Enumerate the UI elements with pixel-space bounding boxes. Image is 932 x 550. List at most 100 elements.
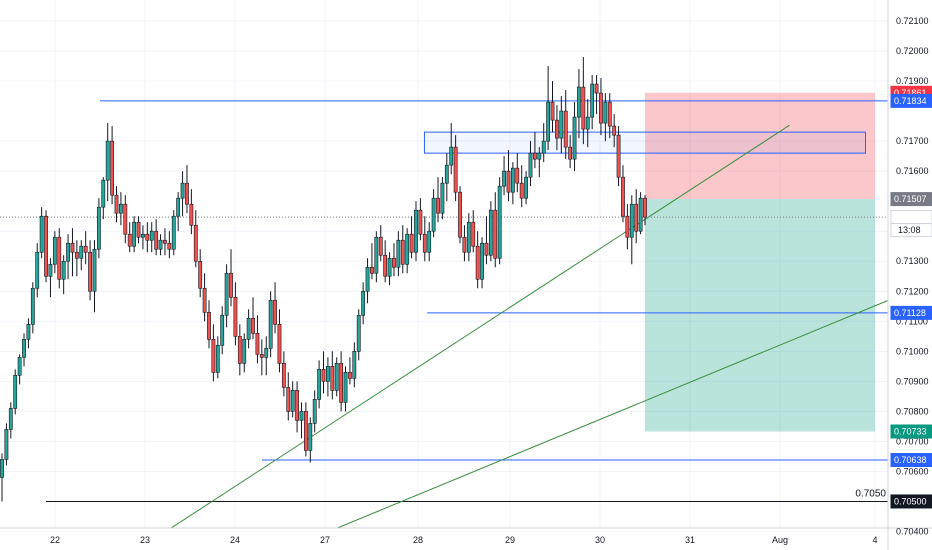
x-tick-label: 23	[140, 535, 150, 545]
plot-area	[0, 57, 888, 528]
candle-body	[326, 366, 330, 382]
candle-body	[488, 209, 493, 256]
candle-body	[497, 185, 502, 259]
candle-body	[57, 236, 62, 280]
candle-body	[607, 101, 612, 127]
candle-body	[634, 203, 639, 232]
candle-body	[550, 101, 555, 121]
candle-body	[198, 260, 203, 289]
candle-body	[532, 152, 537, 160]
candle-body	[299, 411, 304, 421]
candle-body	[264, 348, 269, 358]
candle-body	[638, 197, 643, 232]
y-tick-label: 0.71900	[896, 76, 929, 86]
candle-body	[387, 257, 392, 277]
take-profit-zone	[645, 199, 875, 432]
candle-body	[603, 101, 608, 124]
x-tick-label: 27	[320, 535, 330, 545]
x-tick-label: 28	[413, 535, 423, 545]
candle-body	[625, 215, 630, 238]
candle-body	[229, 272, 233, 298]
candle-body	[211, 339, 216, 373]
candle-body	[189, 203, 194, 226]
price-badge	[890, 453, 932, 468]
candle-body	[4, 429, 9, 460]
candle-body	[612, 125, 617, 136]
candle-body	[524, 176, 528, 199]
candle-body	[480, 242, 484, 280]
candle-body	[8, 408, 13, 430]
x-tick-label: 31	[685, 535, 695, 545]
candle-body	[48, 263, 53, 277]
candle-body	[383, 254, 388, 277]
candle-body	[145, 233, 150, 241]
x-tick-label: 24	[230, 535, 240, 545]
candle-body	[462, 236, 467, 253]
candle-body	[35, 251, 40, 289]
candle-body	[110, 140, 115, 196]
candle-body	[193, 224, 198, 262]
candle-body	[0, 459, 4, 478]
trend-line	[170, 124, 790, 528]
candle-body	[528, 152, 533, 178]
candle-body	[255, 333, 260, 355]
countdown-badge	[890, 223, 932, 238]
countdown-label: 13:08	[898, 225, 921, 235]
candle-body	[101, 179, 106, 208]
x-tick-label: 30	[595, 535, 605, 545]
candle-body	[70, 242, 75, 253]
candle-body	[303, 411, 308, 451]
candle-body	[409, 233, 414, 253]
x-tick-label: 29	[505, 535, 515, 545]
candle-body	[26, 323, 31, 340]
candle-body	[321, 369, 326, 382]
x-tick-label: 4	[872, 535, 877, 545]
y-tick-label: 0.70600	[896, 466, 929, 476]
candle-body	[334, 363, 339, 391]
candle-body	[268, 299, 273, 349]
candle-body	[52, 236, 57, 265]
candle-body	[572, 116, 577, 160]
price-badge	[890, 305, 932, 320]
candle-body	[242, 339, 247, 364]
resistance-zone-box	[423, 131, 866, 154]
candle-body	[163, 239, 167, 244]
candle-body	[515, 167, 520, 184]
candle-body	[510, 167, 515, 193]
candle-body	[365, 266, 370, 292]
candle-body	[348, 372, 352, 379]
candle-body	[568, 146, 573, 160]
candle-body	[246, 317, 251, 340]
candle-body	[484, 242, 489, 256]
candle-body	[96, 206, 101, 250]
candle-body	[273, 299, 277, 325]
candle-body	[643, 197, 647, 218]
price-badge-label: 0.71128	[894, 308, 926, 318]
candle-body	[378, 236, 383, 256]
candle-body	[541, 140, 546, 154]
candle-body	[594, 83, 599, 94]
candle-body	[127, 233, 132, 247]
candle-body	[555, 119, 559, 139]
y-tick-label: 0.72000	[896, 46, 929, 56]
price-badge-label: 0.71834	[894, 96, 927, 106]
candle-body	[79, 245, 84, 259]
candle-body	[577, 86, 581, 118]
candle-body	[374, 236, 379, 274]
candle-body	[427, 230, 432, 253]
candle-body	[471, 221, 476, 247]
y-tick-label: 0.71300	[896, 256, 929, 266]
candle-body	[13, 375, 18, 409]
candle-body	[114, 194, 119, 214]
y-tick-label: 0.71000	[896, 346, 929, 356]
candle-body	[141, 233, 145, 238]
candle-body	[444, 164, 449, 184]
candle-body	[308, 423, 313, 451]
y-tick-label: 0.71200	[896, 286, 929, 296]
candle-body	[61, 260, 66, 280]
candle-body	[431, 197, 436, 232]
level-label: 0.7050	[855, 488, 886, 499]
candle-body	[343, 372, 348, 403]
candle-body	[581, 86, 586, 130]
candle-body	[436, 197, 440, 214]
